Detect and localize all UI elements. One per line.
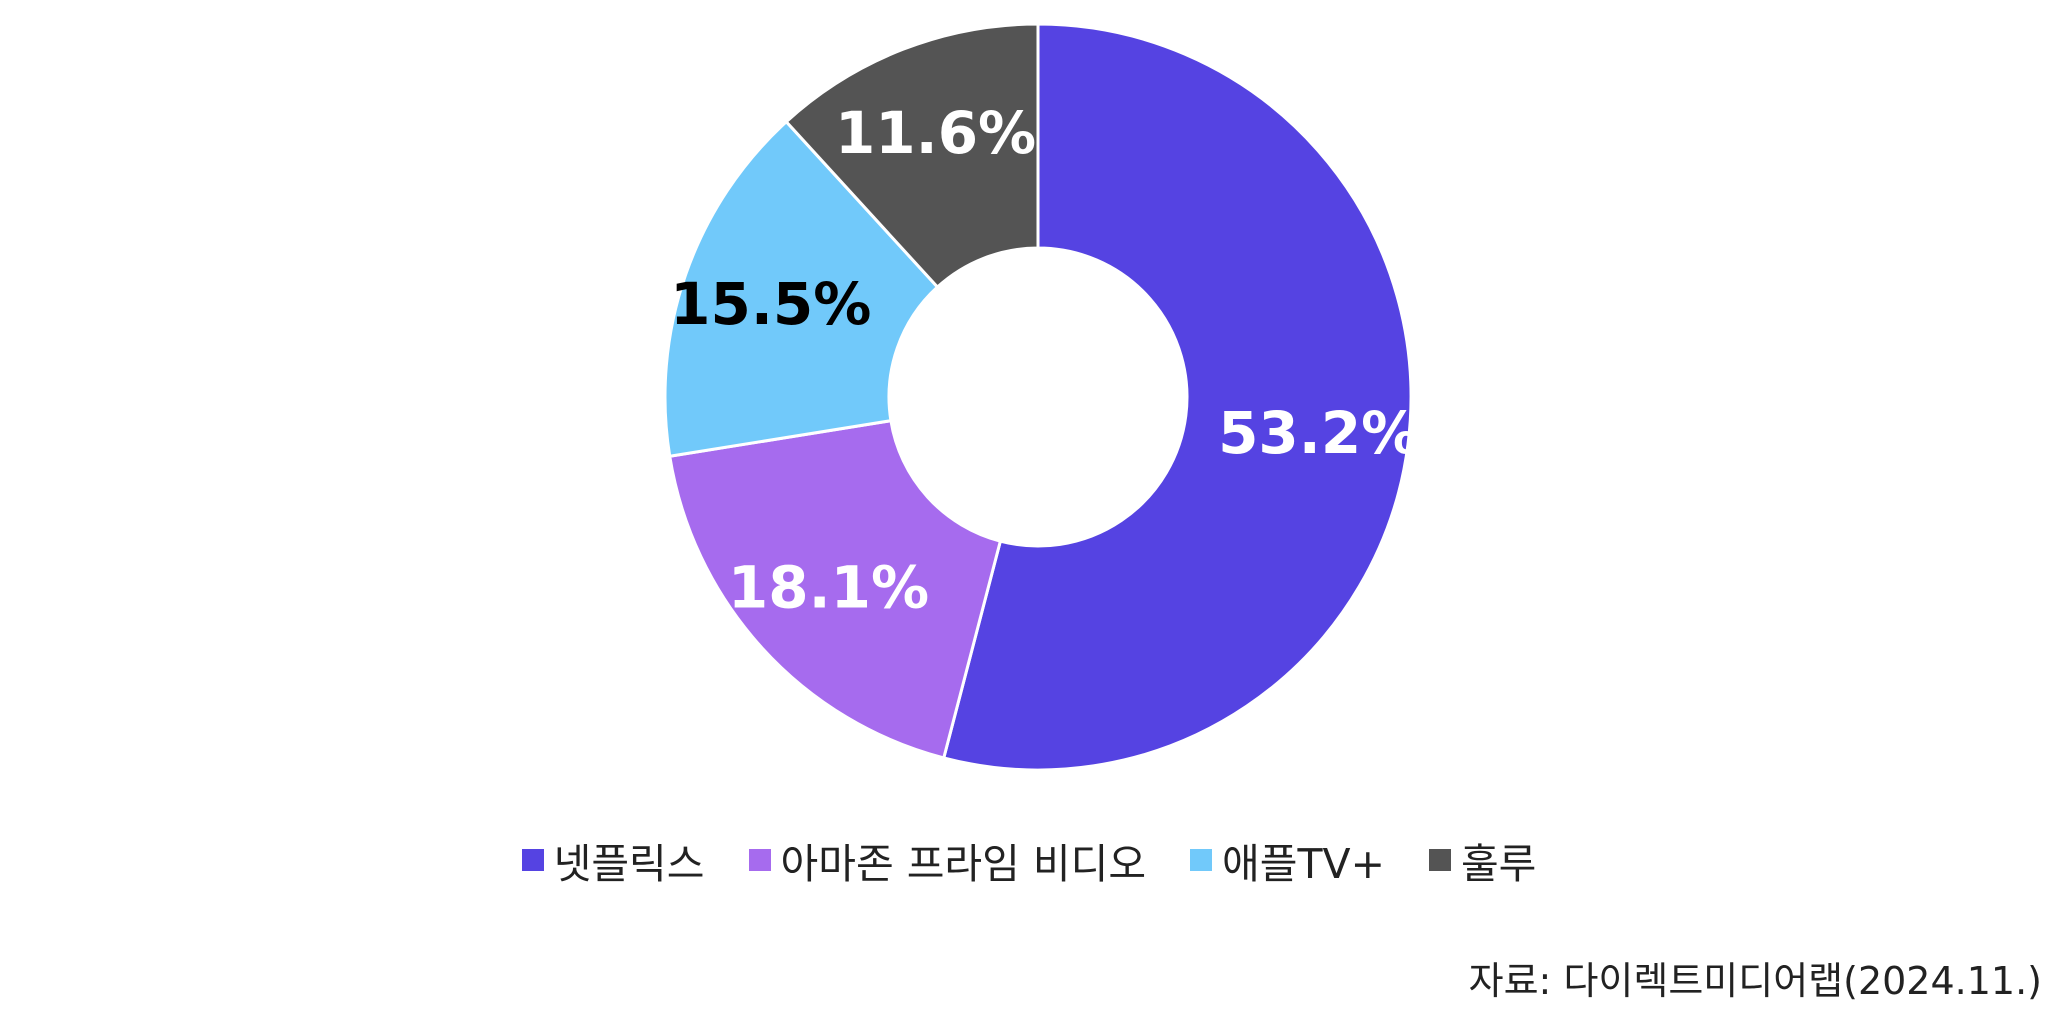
legend-swatch-apple-tv bbox=[1190, 849, 1213, 871]
legend-swatch-netflix bbox=[521, 849, 544, 871]
slice-netflix bbox=[941, 22, 1413, 772]
slice-label-amazon-prime-video: 18.1% bbox=[728, 553, 929, 621]
legend-swatch-hulu bbox=[1428, 849, 1451, 871]
slice-label-hulu: 11.6% bbox=[835, 99, 1036, 167]
slice-hulu bbox=[784, 22, 1040, 290]
legend-label-netflix: 넷플릭스 bbox=[553, 840, 705, 888]
legend-label-amazon-prime-video: 아마존 프라임 비디오 bbox=[780, 840, 1147, 888]
slice-apple-tv bbox=[663, 119, 940, 459]
legend-swatch-amazon-prime-video bbox=[748, 849, 771, 871]
legend-label-hulu: 훌루 bbox=[1460, 840, 1537, 888]
slice-label-netflix: 53.2% bbox=[1218, 399, 1419, 467]
legend-item-apple-tv: 애플TV+ bbox=[1190, 830, 1385, 890]
legend-item-amazon-prime-video: 아마존 프라임 비디오 bbox=[748, 830, 1147, 890]
legend-label-apple-tv: 애플TV+ bbox=[1222, 840, 1385, 888]
source-note: 자료: 다이렉트미디어랩(2024.11.) bbox=[1468, 959, 2042, 1003]
slice-label-apple-tv: 15.5% bbox=[670, 270, 871, 338]
legend-item-netflix: 넷플릭스 bbox=[521, 830, 705, 890]
slice-amazon-prime-video bbox=[668, 418, 1003, 760]
chart-legend: 넷플릭스 아마존 프라임 비디오 애플TV+ 훌루 bbox=[0, 830, 2058, 890]
legend-item-hulu: 훌루 bbox=[1428, 830, 1537, 890]
